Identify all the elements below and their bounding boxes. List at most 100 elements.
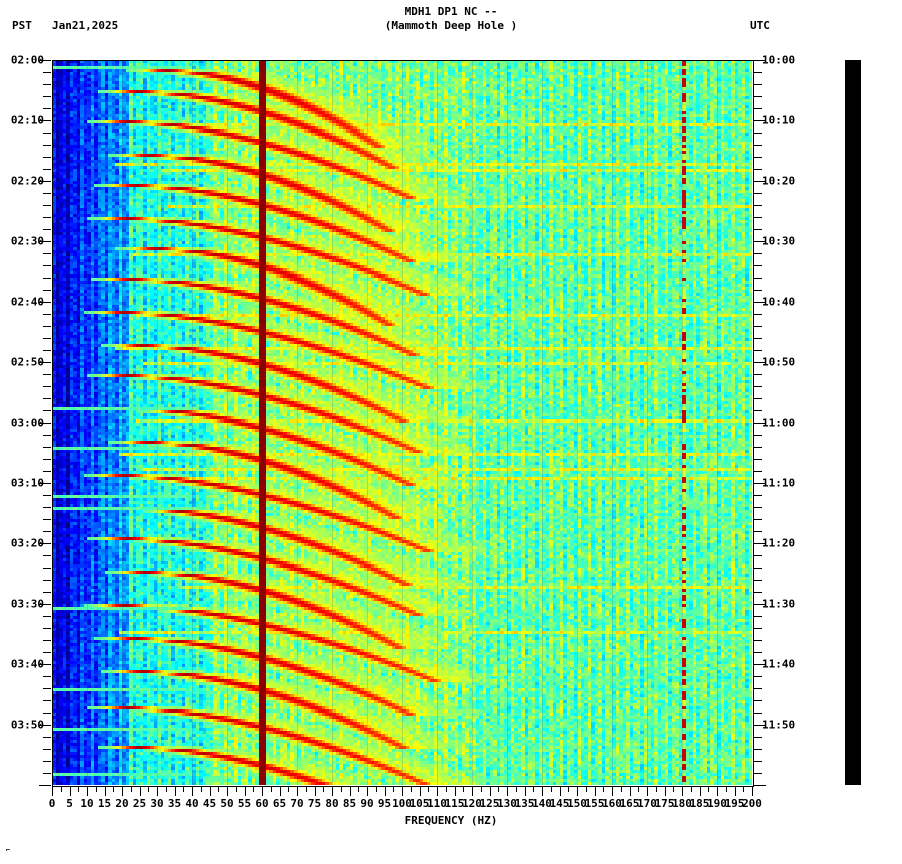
x-tick-label: 80 xyxy=(325,797,339,810)
left-axis-tick xyxy=(43,700,51,702)
x-axis-tick xyxy=(218,786,220,792)
left-time-tick-label: 03:30 xyxy=(10,597,44,611)
right-time-tick-label: 10:40 xyxy=(762,295,796,309)
x-axis-tick xyxy=(612,786,613,796)
right-time-tick-label: 11:20 xyxy=(762,536,796,550)
x-axis-tick xyxy=(60,786,62,792)
x-axis-tick xyxy=(743,786,745,792)
left-axis-tick xyxy=(43,519,51,521)
left-axis-tick xyxy=(43,736,51,738)
x-axis-tick xyxy=(183,786,185,792)
right-axis-tick xyxy=(754,700,762,702)
x-axis-tick xyxy=(305,786,307,792)
x-tick-label: 55 xyxy=(237,797,252,810)
x-tick-label: 105 xyxy=(409,797,430,810)
x-tick-label: 135 xyxy=(514,797,535,810)
x-tick-label: 20 xyxy=(115,797,129,810)
right-axis-tick xyxy=(754,482,766,484)
left-axis-tick xyxy=(43,205,51,206)
spectrogram-plot xyxy=(52,60,752,785)
x-axis-tick xyxy=(69,786,71,796)
station-title: MDH1 DP1 NC -- xyxy=(404,5,498,18)
left-axis-tick xyxy=(39,60,51,61)
x-tick-label: 120 xyxy=(462,797,482,810)
x-tick-label: 0 xyxy=(48,797,56,810)
right-axis-tick xyxy=(754,434,762,436)
x-tick-label: 160 xyxy=(602,797,622,810)
left-axis-tick xyxy=(43,313,51,315)
x-tick-label: 150 xyxy=(567,797,587,810)
x-axis-tick xyxy=(673,786,675,792)
right-axis-tick xyxy=(754,386,762,388)
right-axis-tick xyxy=(754,60,766,61)
left-axis-tick xyxy=(43,748,51,750)
x-axis-tick xyxy=(498,786,500,792)
right-time-axis: 10:00 10:10 10:20 10:30 10:40 10:50 11:00 11:10… xyxy=(762,0,882,864)
right-axis-tick xyxy=(754,652,762,654)
x-tick-label: 70 xyxy=(290,797,304,810)
x-tick-label: 30 xyxy=(150,797,164,810)
right-axis-tick xyxy=(754,120,766,122)
left-axis-tick xyxy=(43,108,51,110)
x-axis-tick xyxy=(682,786,683,796)
right-axis-tick xyxy=(754,640,762,641)
x-tick-label: 25 xyxy=(132,797,147,810)
x-axis-tick xyxy=(262,786,263,796)
x-tick-label: 35 xyxy=(167,797,182,810)
right-axis-tick xyxy=(754,108,762,110)
x-axis-tick xyxy=(157,786,158,796)
right-axis-tick xyxy=(754,289,762,291)
x-tick-label: 10 xyxy=(80,797,94,810)
left-axis-tick xyxy=(39,603,51,605)
left-axis-tick xyxy=(43,760,51,762)
right-axis-tick xyxy=(754,156,762,158)
left-time-tick-label: 02:00 xyxy=(10,53,44,67)
x-axis-tick xyxy=(279,786,281,796)
x-axis-tick xyxy=(542,786,543,796)
x-axis-tick xyxy=(253,786,255,792)
x-axis-tick xyxy=(585,786,587,792)
right-axis-tick xyxy=(754,422,766,424)
x-tick-label: 125 xyxy=(479,797,500,810)
right-axis-tick xyxy=(754,567,762,569)
right-axis-tick xyxy=(754,362,766,364)
right-axis-tick xyxy=(754,785,766,786)
left-axis-tick xyxy=(43,555,51,557)
left-axis-tick xyxy=(43,398,51,400)
x-axis-tick xyxy=(314,786,316,796)
x-axis-tick xyxy=(559,786,561,796)
x-tick-label: 60 xyxy=(255,797,269,810)
right-time-tick-label: 10:20 xyxy=(762,174,796,188)
right-axis-tick xyxy=(754,555,762,557)
right-axis-tick xyxy=(754,72,762,74)
x-axis-tick xyxy=(594,786,596,796)
left-axis-tick xyxy=(43,652,51,654)
x-tick-label: 40 xyxy=(185,797,199,810)
x-tick-label: 75 xyxy=(307,797,322,810)
left-axis-tick xyxy=(43,712,51,714)
x-tick-label: 130 xyxy=(497,797,517,810)
x-tick-label: 5 xyxy=(66,797,73,810)
x-tick-label: 145 xyxy=(549,797,570,810)
x-axis-tick xyxy=(323,786,325,792)
color-scale-bar xyxy=(845,60,861,785)
x-axis-tick xyxy=(130,786,132,792)
x-tick-label: 200 xyxy=(742,797,762,810)
right-axis-tick xyxy=(754,180,766,182)
right-axis-tick xyxy=(754,772,762,774)
left-time-tick-label: 02:40 xyxy=(10,295,44,309)
left-axis-tick xyxy=(43,132,51,134)
x-axis-tick xyxy=(332,786,333,796)
right-axis-tick xyxy=(754,301,766,303)
x-axis-tick xyxy=(690,786,692,792)
left-axis-tick xyxy=(43,168,51,170)
left-axis-tick xyxy=(43,217,51,219)
x-axis-tick xyxy=(270,786,272,792)
x-axis-tick xyxy=(402,786,403,796)
right-axis-tick xyxy=(754,205,762,206)
x-tick-label: 165 xyxy=(619,797,640,810)
right-axis-tick xyxy=(754,627,762,629)
x-axis-tick xyxy=(454,786,456,796)
left-axis-tick xyxy=(43,627,51,629)
x-axis-tick xyxy=(410,786,412,792)
